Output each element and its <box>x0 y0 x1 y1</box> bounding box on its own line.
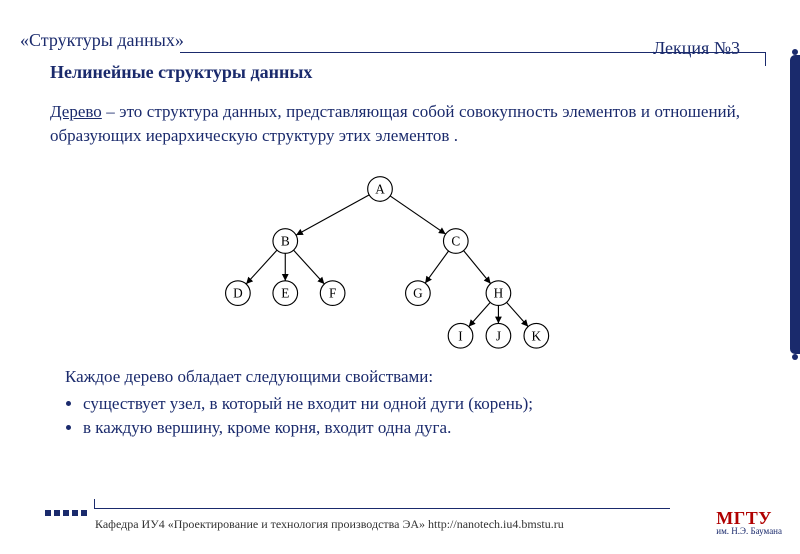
lecture-number: Лекция №3 <box>653 38 740 59</box>
tree-edge <box>507 302 529 326</box>
tree-node-label: C <box>451 234 460 249</box>
definition-paragraph: Дерево – это структура данных, представл… <box>50 100 740 148</box>
tree-node-label: D <box>233 286 243 301</box>
properties-block: Каждое дерево обладает следующими свойст… <box>65 365 740 441</box>
breadcrumb-title: «Структуры данных» <box>20 30 184 51</box>
decorative-rule-bottom <box>95 508 670 509</box>
tree-node-label: G <box>413 286 423 301</box>
tree-edge <box>469 302 491 326</box>
decorative-right-bar <box>790 55 800 354</box>
tree-node-label: B <box>281 234 290 249</box>
definition-text: – это структура данных, представляющая с… <box>50 102 740 145</box>
tree-edge <box>296 195 369 235</box>
slide: { "header": { "breadcrumb": "«Структуры … <box>0 0 800 554</box>
properties-list: существует узел, в который не входит ни … <box>65 392 740 441</box>
tree-node-label: H <box>494 286 504 301</box>
tree-node-label: A <box>375 181 385 196</box>
logo-sub: им. Н.Э. Баумана <box>716 527 782 536</box>
footer-logo: МГТУ им. Н.Э. Баумана <box>716 509 782 536</box>
term: Дерево <box>50 102 102 121</box>
tree-edge <box>246 250 277 284</box>
tree-diagram: A B C D E F G H I J K <box>170 170 590 350</box>
tree-edge <box>390 196 445 234</box>
decorative-squares <box>45 510 87 516</box>
tree-node-label: J <box>496 328 501 343</box>
tree-node-label: E <box>281 286 289 301</box>
list-item: в каждую вершину, кроме корня, входит од… <box>83 416 740 441</box>
logo-main: МГТУ <box>716 509 782 527</box>
tree-node-label: K <box>532 328 542 343</box>
tree-node-label: I <box>458 328 462 343</box>
tree-edge <box>464 251 491 284</box>
properties-intro: Каждое дерево обладает следующими свойст… <box>65 365 740 390</box>
list-item: существует узел, в который не входит ни … <box>83 392 740 417</box>
section-title: Нелинейные структуры данных <box>50 62 312 83</box>
tree-edge <box>425 251 448 283</box>
tree-node-label: F <box>329 286 336 301</box>
footer-dept: Кафедра ИУ4 «Проектирование и технология… <box>95 517 564 532</box>
tree-edge <box>294 250 325 284</box>
